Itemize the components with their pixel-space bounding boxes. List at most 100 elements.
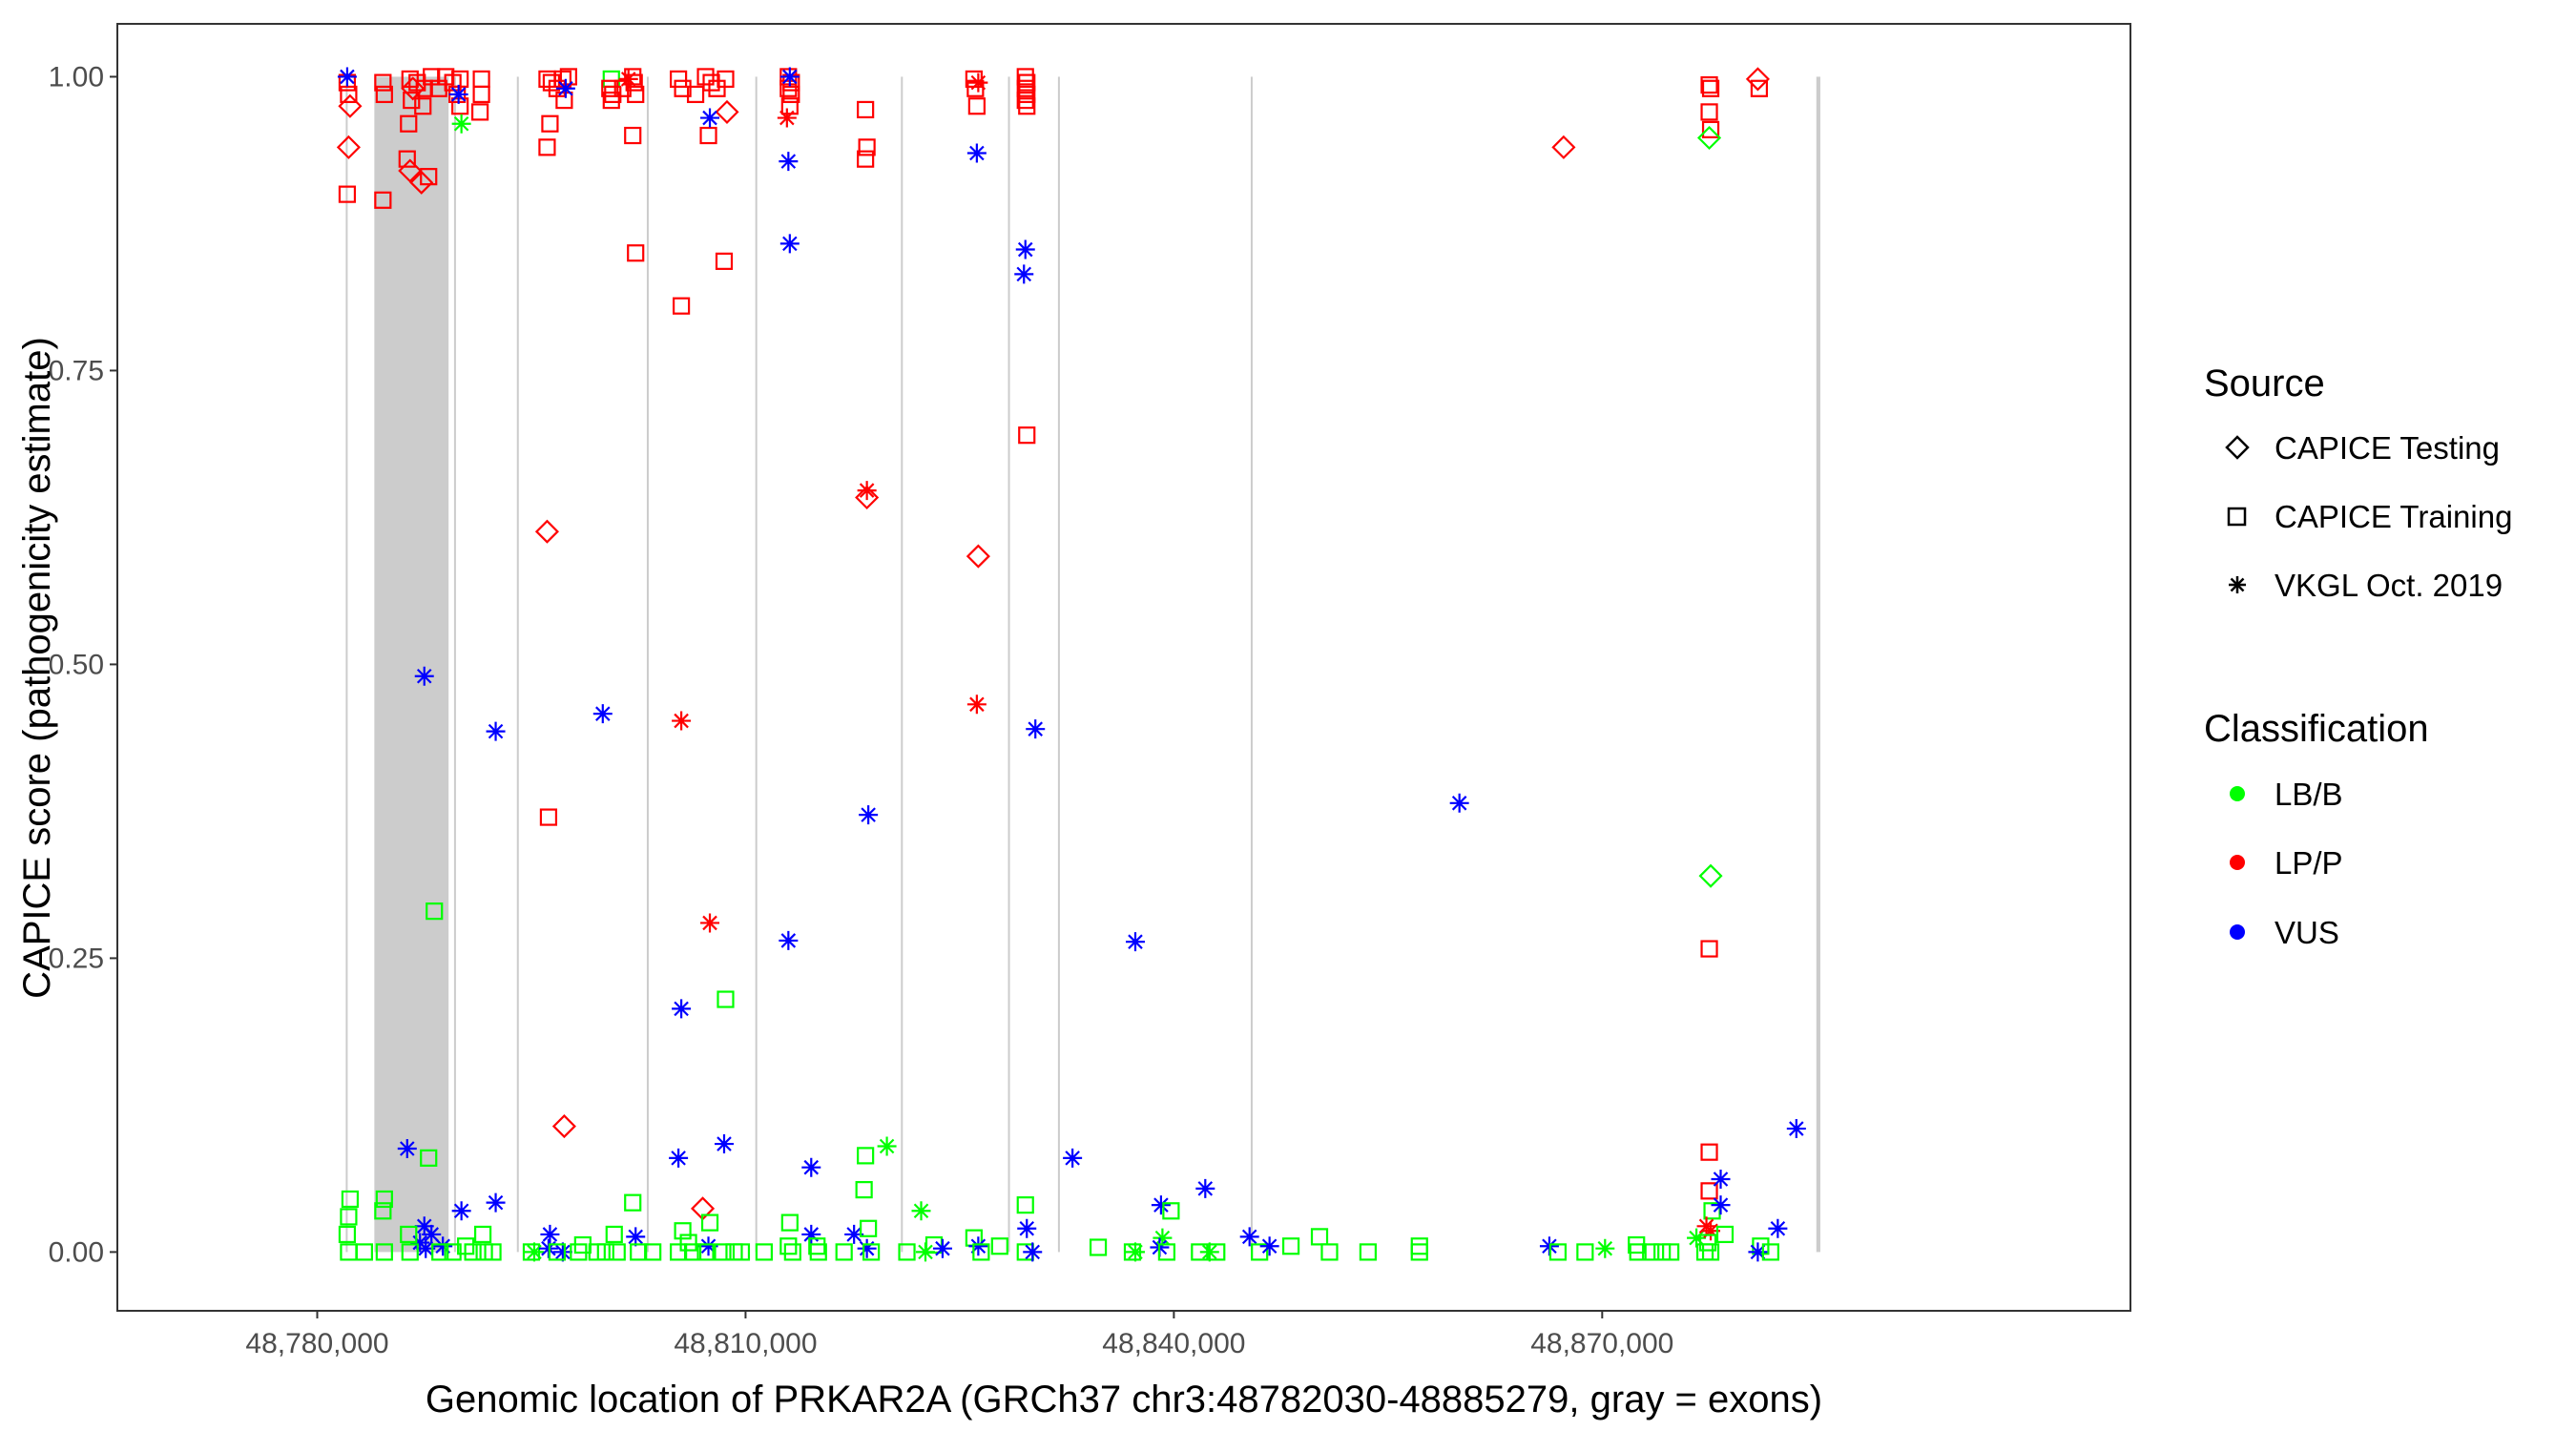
data-point-lpp-square (625, 73, 643, 92)
data-point-vus-star (859, 805, 879, 825)
data-point-vus-star (592, 704, 613, 724)
data-point-lbb-square (605, 1225, 623, 1244)
data-point-lbb-square (990, 1237, 1008, 1255)
data-point-lpp-square (1700, 75, 1718, 94)
exon-band-7 (1008, 76, 1010, 1253)
data-point-vus-star (555, 78, 575, 98)
data-point-lpp-square (674, 79, 692, 97)
legend-label-capice-testing: CAPICE Testing (2275, 430, 2500, 466)
data-point-lbb-square (779, 1237, 798, 1255)
data-point-vus-star (1748, 1242, 1768, 1262)
data-point-vus-star (966, 143, 987, 163)
data-point-lpp-square (1018, 85, 1036, 104)
data-point-lpp-star (968, 73, 988, 93)
data-point-lpp-square (696, 68, 715, 86)
data-point-lbb-square (972, 1243, 990, 1261)
x-tick-label: 48,810,000 (674, 1328, 817, 1359)
data-point-lpp-square (1700, 103, 1718, 121)
exon-layer (345, 76, 1820, 1253)
data-point-vus-star (714, 1134, 734, 1154)
data-point-vus-star (779, 930, 799, 950)
data-point-lpp-square (858, 138, 876, 156)
x-tick-label: 48,780,000 (245, 1328, 388, 1359)
data-point-vus-star (486, 1192, 506, 1213)
data-point-lpp-square (374, 191, 392, 209)
data-point-lbb-square (780, 1213, 799, 1232)
legend-dot-lbb (2230, 786, 2245, 801)
data-point-lbb-square (374, 1202, 392, 1220)
data-point-lbb-square (341, 1190, 360, 1209)
data-point-vus-star (779, 234, 800, 254)
data-point-lbb-star (451, 114, 471, 134)
data-point-vus-star (1711, 1170, 1731, 1190)
legend-item-lpp: LP/P (2230, 845, 2343, 881)
data-point-lpp-square (1701, 79, 1720, 97)
data-point-lbb-square (444, 1243, 462, 1261)
legend-square-icon (2227, 507, 2247, 527)
data-point-vus-star (1195, 1178, 1215, 1198)
data-point-vus-star (414, 666, 434, 686)
data-point-lbb-star (1153, 1228, 1173, 1248)
data-point-vus-star (857, 1238, 877, 1258)
exon-band-4 (646, 76, 649, 1253)
data-point-lbb-square (484, 1243, 502, 1261)
data-point-lpp-square (1018, 97, 1036, 115)
data-point-vus-star (968, 1236, 988, 1256)
data-point-lbb-square (855, 1181, 873, 1199)
data-point-lbb-square (674, 1222, 692, 1240)
data-point-lpp-star (1701, 1221, 1721, 1241)
data-point-lpp-square (403, 91, 421, 110)
data-point-vus-star (626, 1227, 646, 1247)
data-point-lpp-square (400, 114, 418, 133)
data-point-lbb-square (1310, 1228, 1329, 1246)
data-point-vus-star (414, 1216, 434, 1236)
data-point-lbb-square (340, 1208, 358, 1226)
data-point-lbb-square (860, 1219, 878, 1237)
data-point-vus-star (1026, 719, 1046, 739)
data-point-lbb-square (1576, 1243, 1594, 1261)
data-point-lbb-square (1698, 1234, 1717, 1252)
data-point-lbb-square (1695, 1243, 1714, 1261)
data-point-lpp-square (601, 79, 619, 97)
y-tick-label: 0.50 (49, 649, 104, 680)
exon-band-8 (1057, 76, 1060, 1253)
data-point-lpp-square (1016, 68, 1034, 86)
data-point-lbb-square (355, 1243, 373, 1261)
y-tick-label: 0.75 (49, 355, 104, 386)
data-point-lbb-square (696, 1243, 715, 1261)
data-point-lbb-square (420, 1149, 438, 1167)
data-point-lpp-square (627, 244, 645, 262)
data-point-lbb-square (624, 1193, 642, 1212)
data-point-lpp-square (699, 126, 717, 145)
exon-band-5 (755, 76, 758, 1253)
data-point-lpp-square (604, 85, 622, 104)
data-point-lbb-square (1251, 1243, 1269, 1261)
data-point-lpp-square (555, 91, 573, 110)
data-point-vus-star (844, 1224, 864, 1244)
data-point-lpp-diamond (534, 519, 559, 544)
data-point-lpp-square (1700, 940, 1718, 958)
data-point-lpp-diamond (1551, 135, 1576, 159)
data-point-vus-star (669, 1148, 689, 1168)
legend-item-capice-testing: CAPICE Testing (2225, 430, 2500, 466)
data-point-vus-star (422, 1224, 442, 1244)
data-point-lbb-square (1629, 1243, 1647, 1261)
data-point-lbb-square (835, 1243, 853, 1261)
data-point-lpp-square (857, 150, 875, 168)
y-axis: 0.00 0.25 0.50 0.75 1.00 (49, 61, 117, 1268)
data-point-lbb-square (464, 1243, 482, 1261)
data-point-lpp-square (627, 85, 645, 104)
legend-dot-lpp (2230, 855, 2245, 870)
data-point-lpp-square (340, 85, 358, 104)
data-point-lpp-square (1018, 73, 1036, 92)
data-point-vus-star (433, 1236, 453, 1256)
legend-item-vkgl: VKGL Oct. 2019 (2229, 568, 2503, 603)
data-point-lpp-diamond (338, 93, 363, 118)
legend-star-icon (2229, 576, 2246, 593)
data-point-lbb-square (683, 1243, 702, 1261)
data-point-vus-star (1125, 932, 1145, 952)
data-point-lpp-square (670, 70, 688, 89)
legend-item-vus: VUS (2230, 915, 2339, 950)
data-point-lbb-square (1157, 1243, 1175, 1261)
data-point-vus-star (1259, 1236, 1279, 1256)
